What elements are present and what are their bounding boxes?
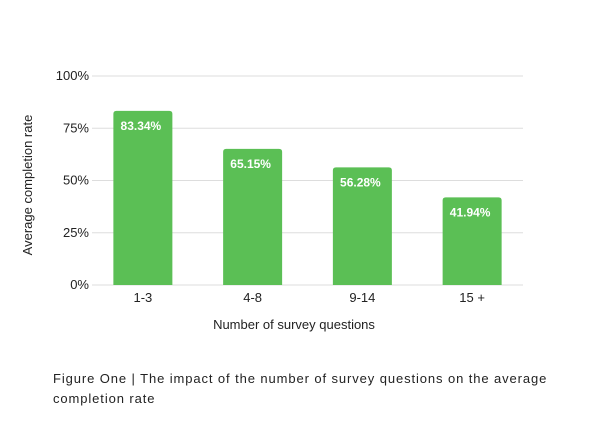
y-tick-label: 75% — [63, 120, 89, 135]
x-axis-title: Number of survey questions — [213, 317, 375, 332]
y-tick-label: 100% — [56, 68, 90, 83]
y-tick-label: 0% — [70, 277, 89, 292]
bar-chart: 0% 25% 50% 75% 100% 83.34% 65.15% 56.28% 41.94%… — [20, 68, 523, 332]
figure-caption: Figure One | The impact of the number of… — [53, 371, 548, 406]
x-tick-label: 9-14 — [349, 290, 375, 305]
x-tick-label: 1-3 — [133, 290, 152, 305]
y-tick-label: 25% — [63, 225, 89, 240]
bar — [332, 167, 392, 285]
bar — [442, 197, 502, 285]
bar-value-label: 41.94% — [450, 205, 491, 219]
bar-value-label: 56.28% — [340, 175, 381, 189]
x-tick-label: 15 + — [459, 290, 485, 305]
bars — [113, 110, 502, 285]
data-labels: 83.34% 65.15% 56.28% 41.94% — [121, 119, 491, 220]
x-axis-ticks: 1-3 4-8 9-14 15 + — [133, 290, 484, 305]
bar — [113, 110, 173, 285]
y-axis-title: Average completion rate — [20, 115, 35, 256]
y-tick-label: 50% — [63, 173, 89, 188]
bar-value-label: 83.34% — [121, 119, 162, 133]
x-tick-label: 4-8 — [243, 290, 262, 305]
bar — [223, 148, 283, 285]
bar-value-label: 65.15% — [230, 157, 271, 171]
y-axis-ticks: 0% 25% 50% 75% 100% — [56, 68, 90, 292]
